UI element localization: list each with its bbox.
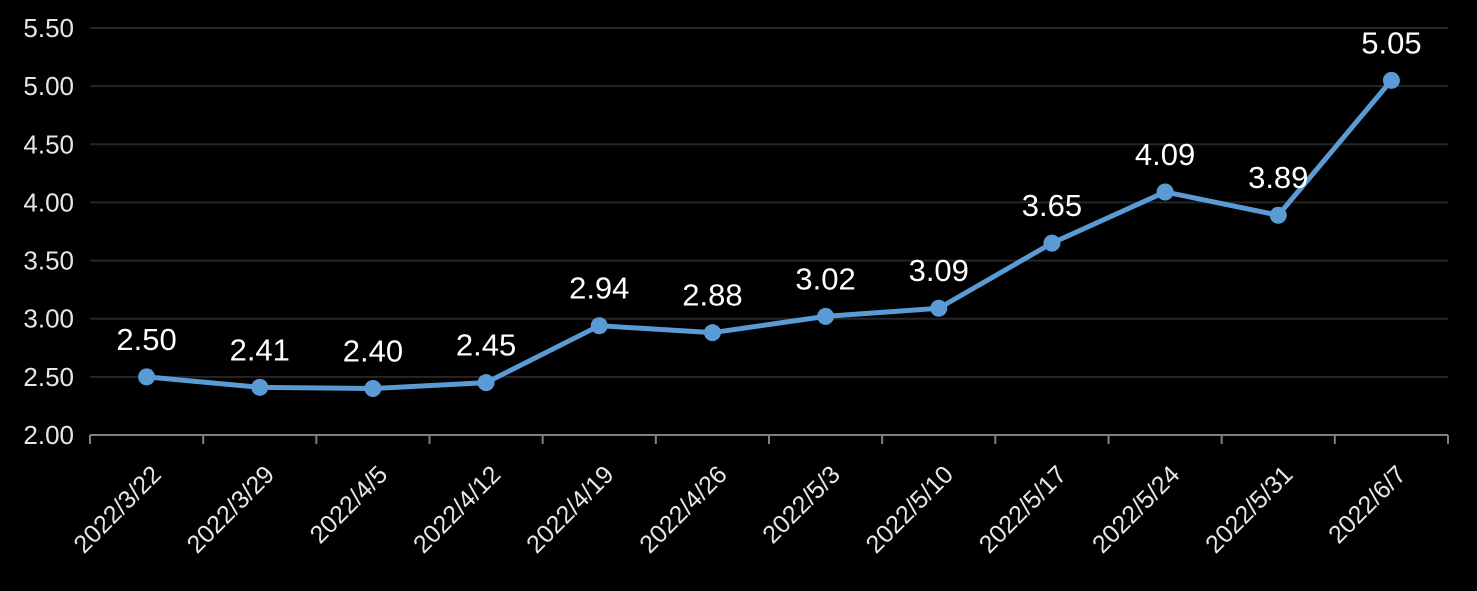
data-point-label: 2.50 <box>116 322 176 357</box>
data-point-label: 2.45 <box>456 328 516 363</box>
y-axis-tick-label: 3.50 <box>23 246 74 276</box>
y-axis-tick-label: 5.50 <box>23 13 74 43</box>
data-point-label: 4.09 <box>1135 137 1195 172</box>
data-point-marker[interactable] <box>930 299 948 317</box>
data-point-marker[interactable] <box>1382 71 1400 89</box>
y-axis-tick-label: 5.00 <box>23 71 74 101</box>
data-point-marker[interactable] <box>364 379 382 397</box>
data-point-label: 2.40 <box>343 333 403 368</box>
data-point-marker[interactable] <box>817 307 835 325</box>
data-point-label: 2.94 <box>569 271 629 306</box>
y-axis-tick-label: 2.50 <box>23 362 74 392</box>
data-point-marker[interactable] <box>1269 206 1287 224</box>
data-point-marker[interactable] <box>138 368 156 386</box>
data-point-label: 3.09 <box>909 253 969 288</box>
series-line <box>144 77 1394 391</box>
data-point-label: 3.65 <box>1022 188 1082 223</box>
data-point-marker[interactable] <box>703 324 721 342</box>
data-point-label: 3.89 <box>1248 160 1308 195</box>
data-point-marker[interactable] <box>477 374 495 392</box>
data-point-marker[interactable] <box>590 317 608 335</box>
data-point-marker[interactable] <box>251 378 269 396</box>
y-axis-tick-label: 4.00 <box>23 187 74 217</box>
y-axis-tick-label: 4.50 <box>23 129 74 159</box>
y-axis-tick-label: 2.00 <box>23 420 74 450</box>
data-point-label: 5.05 <box>1361 25 1421 60</box>
data-point-label: 2.41 <box>230 332 290 367</box>
data-point-marker[interactable] <box>1043 234 1061 252</box>
y-axis-tick-label: 3.00 <box>23 304 74 334</box>
data-point-marker[interactable] <box>1156 183 1174 201</box>
data-point-label: 2.88 <box>682 278 742 313</box>
data-point-label: 3.02 <box>795 261 855 296</box>
